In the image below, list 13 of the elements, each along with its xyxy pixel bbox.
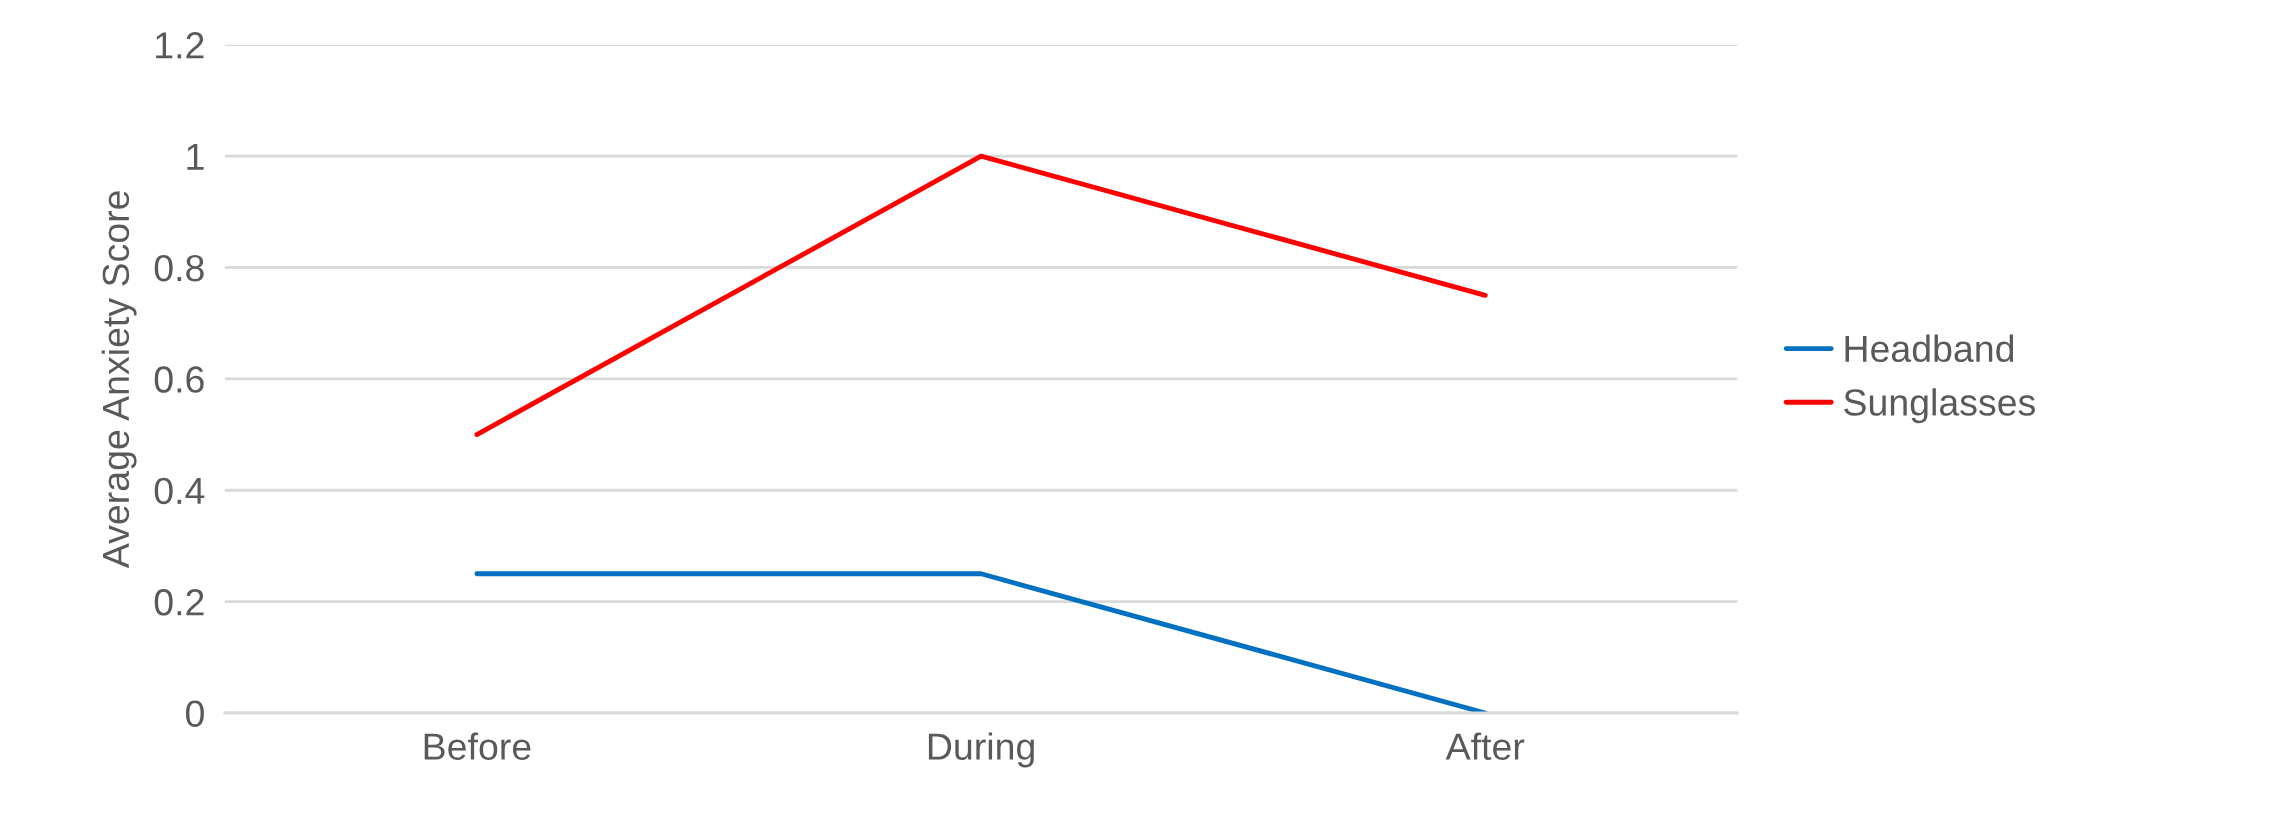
x-tick-label: Before <box>424 732 531 760</box>
y-tick-label: 0.6 <box>154 366 204 393</box>
y-axis-title: Average Anxiety Score <box>101 191 137 569</box>
y-tick-label: 1 <box>187 143 204 170</box>
y-tick-label: 0.8 <box>154 254 204 282</box>
legend-label: Headband <box>1845 334 2014 363</box>
legend-label: Sunglasses <box>1844 388 2035 424</box>
x-tick-label: During <box>928 732 1034 768</box>
y-tick-label: 0 <box>186 700 204 727</box>
y-tick-label: 0.4 <box>154 477 205 505</box>
y-tick-label: 0.2 <box>154 589 204 616</box>
x-tick-label: After <box>1445 732 1525 760</box>
y-tick-label: 1.2 <box>156 32 204 59</box>
